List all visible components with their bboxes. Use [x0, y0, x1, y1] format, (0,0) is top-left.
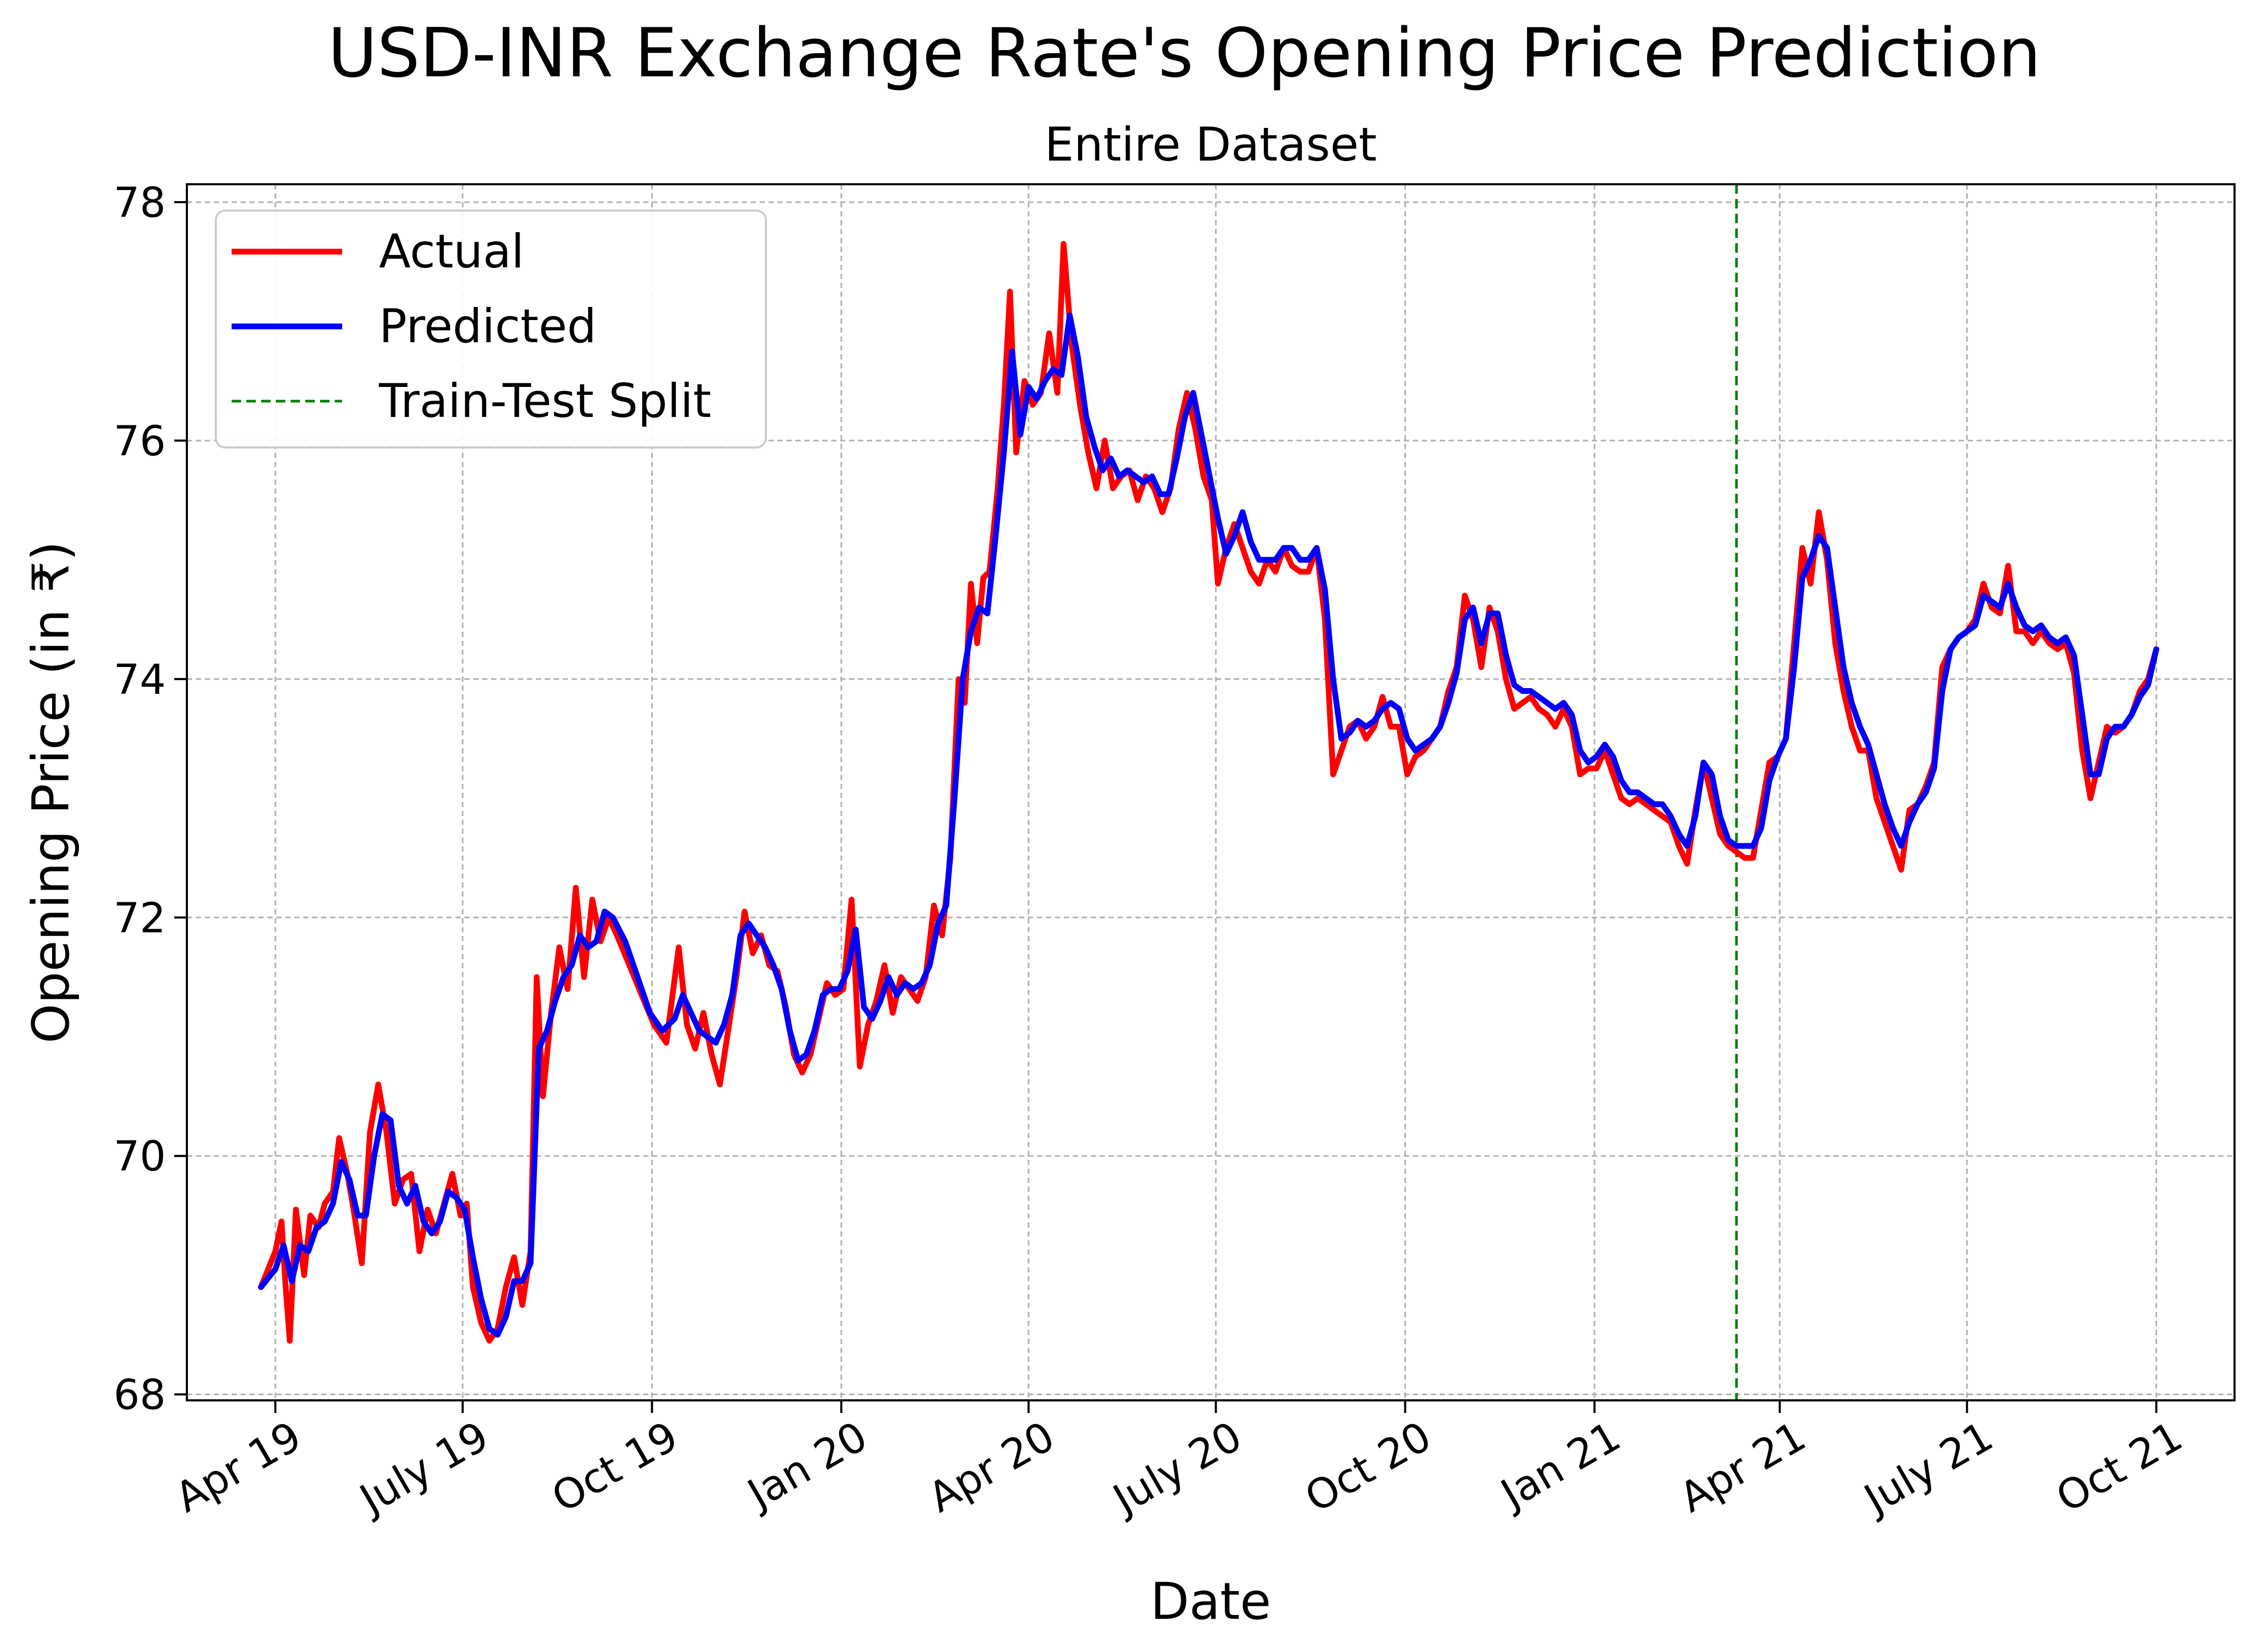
x-tick-label: Apr 21: [1672, 1413, 1813, 1522]
series-lines: [258, 241, 2159, 1344]
chart-title: USD-INR Exchange Rate's Opening Price Pr…: [328, 14, 2041, 93]
x-tick-label: Apr 19: [167, 1413, 309, 1522]
x-tick-label: Jan 21: [1491, 1413, 1629, 1520]
y-tick-label: 74: [114, 656, 166, 704]
series-line-actual: [258, 241, 2159, 1344]
legend-label-actual: Actual: [379, 224, 524, 278]
x-tick-label: July 21: [1854, 1413, 2001, 1525]
legend-label-split: Train-Test Split: [378, 374, 711, 428]
y-tick-label: 70: [114, 1133, 166, 1181]
x-axis-label: Date: [1150, 1572, 1271, 1631]
x-axis-ticks: Apr 19 July 19 Oct 19 Jan 20 Apr 20 July 20 Oc…: [167, 1400, 2190, 1525]
plot-frame: [186, 183, 2236, 1401]
series-line-predicted: [258, 312, 2159, 1338]
legend-label-predicted: Predicted: [379, 299, 596, 353]
chart-subtitle: Entire Dataset: [1044, 117, 1377, 172]
x-tick-label: July 20: [1103, 1413, 1250, 1525]
legend: Actual Predicted Train-Test Split: [215, 210, 767, 449]
y-tick-label: 72: [114, 895, 166, 942]
grid: [187, 184, 2235, 1400]
y-axis-label: Opening Price (in ₹): [22, 541, 81, 1043]
x-tick-label: Jan 20: [738, 1413, 875, 1520]
y-tick-label: 76: [114, 418, 166, 465]
x-tick-label: Oct 19: [544, 1413, 686, 1522]
x-tick-label: Oct 21: [2049, 1413, 2190, 1522]
x-tick-label: July 19: [350, 1413, 496, 1525]
x-tick-label: Apr 20: [921, 1413, 1062, 1522]
x-tick-label: Oct 20: [1298, 1413, 1439, 1522]
y-tick-label: 78: [114, 180, 166, 227]
legend-box: [215, 210, 767, 449]
y-axis-ticks: 68 70 72 74 76 78: [114, 180, 187, 1419]
y-tick-label: 68: [114, 1372, 166, 1419]
